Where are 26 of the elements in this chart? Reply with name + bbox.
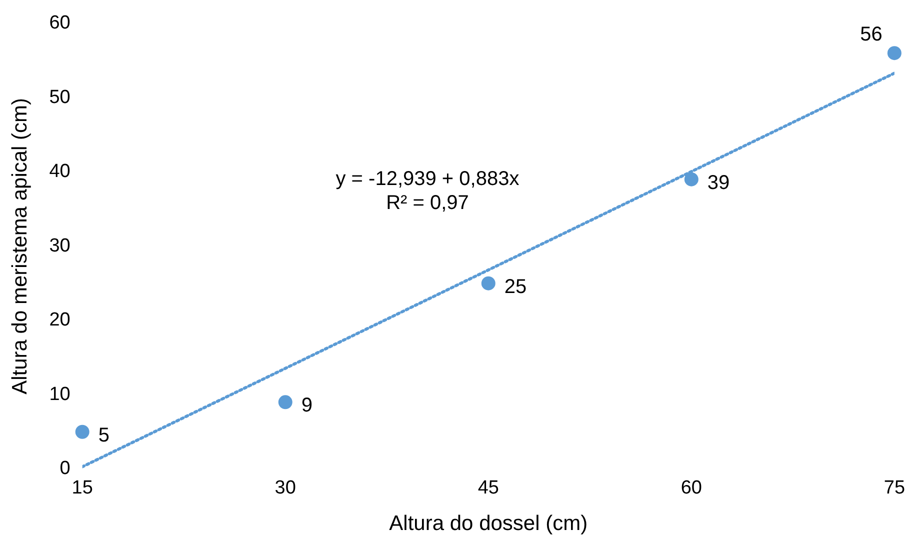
point [481, 276, 496, 290]
y-axis-title: Altura do meristema apical (cm) [8, 98, 32, 394]
y-tick-label: 20 [49, 310, 70, 331]
point [278, 395, 292, 410]
x-axis-title: Altura do dossel (cm) [389, 512, 588, 536]
data-label: 39 [707, 172, 730, 194]
x-tick-label: 60 [680, 478, 702, 499]
annotation: R² = 0,97 [386, 192, 469, 214]
y-tick-label: 10 [49, 384, 70, 405]
y-tick-label: 30 [49, 235, 70, 256]
x-tick-label: 30 [274, 478, 296, 499]
data-label: 56 [860, 24, 882, 46]
x-tick-label: 15 [72, 478, 93, 499]
data-label: 25 [504, 276, 527, 298]
y-tick-label: 0 [60, 458, 70, 480]
data-label: 5 [98, 424, 110, 446]
y-tick-label: 60 [49, 12, 70, 34]
x-tick-label: 75 [884, 478, 906, 499]
y-tick-label: 50 [49, 86, 70, 108]
point [887, 46, 902, 60]
data-label: 9 [301, 394, 312, 417]
point [75, 424, 90, 439]
point [684, 172, 698, 186]
annotation: y = -12,939 + 0,883x [336, 168, 520, 190]
x-tick-label: 45 [478, 478, 499, 499]
y-tick-label: 40 [49, 161, 70, 182]
